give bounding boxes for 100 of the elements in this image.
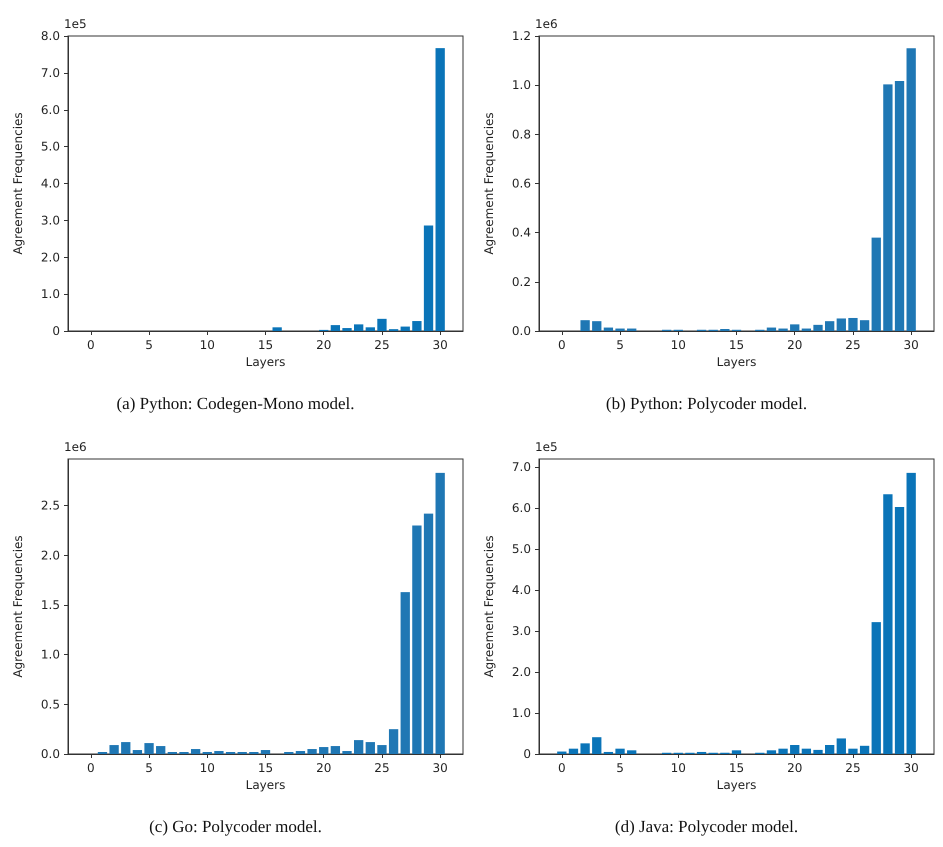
- y-tick-label: 6.0: [512, 501, 531, 516]
- x-tick-label: 0: [87, 338, 95, 352]
- x-axis-title: Layers: [246, 778, 286, 792]
- x-tick-label: 15: [728, 338, 744, 352]
- x-tick-label: 5: [616, 338, 624, 352]
- bar: [860, 320, 870, 331]
- bar: [109, 745, 119, 754]
- x-tick-label: 5: [616, 761, 624, 775]
- x-tick-label: 30: [432, 338, 448, 352]
- bar: [836, 318, 846, 331]
- x-tick-label: 20: [787, 338, 802, 352]
- x-tick-label: 15: [258, 761, 274, 775]
- y-tick-label: 0.8: [512, 127, 531, 142]
- text: 1e5: [64, 17, 87, 31]
- bar: [366, 742, 375, 754]
- x-tick-label: 0: [558, 761, 566, 775]
- bar: [813, 324, 823, 331]
- bar: [883, 84, 893, 331]
- y-tick-label: 2.5: [40, 498, 60, 513]
- x-tick-label: 30: [904, 761, 919, 775]
- y-tick-label: 1.0: [40, 648, 60, 662]
- bar: [121, 742, 130, 754]
- bar: [883, 494, 893, 754]
- bar: [132, 750, 142, 754]
- y-tick-label: 6.0: [40, 102, 60, 117]
- y-tick-label: 3.0: [512, 624, 531, 638]
- bar: [354, 740, 364, 754]
- y-tick-label: 7.0: [512, 460, 531, 474]
- bar: [848, 748, 858, 754]
- bar: [424, 514, 434, 754]
- bar: [894, 506, 904, 754]
- x-tick-label: 25: [845, 761, 861, 775]
- bar: [604, 328, 614, 331]
- text: (c) Go: Polycoder model.: [149, 817, 322, 836]
- y-axis-title: Agreement Frequencies: [482, 535, 496, 678]
- x-axis-title: Layers: [716, 354, 756, 369]
- y-axis-title: Agreement Frequencies: [482, 112, 496, 255]
- text: 1e6: [64, 440, 87, 454]
- text: 1e6: [535, 17, 558, 31]
- bar: [906, 48, 916, 331]
- text: (d) Java: Polycoder model.: [614, 817, 798, 836]
- y-tick-label: 7.0: [40, 66, 60, 80]
- x-tick-label: 25: [845, 338, 861, 352]
- y-tick-label: 1.2: [512, 29, 531, 43]
- y-tick-label: 0: [523, 747, 531, 761]
- y-tick-label: 2.0: [512, 665, 531, 680]
- bar: [778, 748, 788, 754]
- x-tick-label: 20: [787, 761, 802, 775]
- bar: [766, 328, 776, 331]
- bar: [732, 750, 742, 754]
- bar: [790, 744, 800, 754]
- bar: [592, 321, 602, 331]
- bar: [813, 750, 823, 754]
- y-tick-label: 4.0: [512, 583, 531, 598]
- bar: [436, 48, 445, 331]
- text: (b) Python: Polycoder model.: [606, 394, 808, 413]
- bar: [436, 472, 445, 754]
- y-tick-label: 0.0: [512, 324, 531, 338]
- bar: [190, 749, 200, 754]
- x-tick-label: 10: [200, 338, 215, 352]
- bar: [307, 749, 317, 754]
- y-tick-label: 2.0: [40, 250, 60, 264]
- x-tick-label: 30: [432, 761, 448, 775]
- y-tick-label: 1.5: [40, 598, 60, 612]
- bar: [568, 748, 578, 754]
- bar: [296, 751, 306, 754]
- y-tick-label: 0.2: [512, 274, 531, 289]
- bar: [342, 751, 352, 754]
- bar: [330, 746, 340, 754]
- y-tick-label: 1.0: [40, 287, 60, 302]
- bar: [627, 750, 636, 754]
- bar: [802, 748, 812, 754]
- bar: [848, 318, 858, 331]
- bar: [790, 324, 800, 331]
- bar: [424, 226, 434, 331]
- x-tick-label: 10: [200, 761, 215, 775]
- bar: [860, 746, 870, 754]
- bar: [592, 737, 602, 754]
- bar: [260, 750, 270, 754]
- bar: [580, 320, 590, 331]
- y-tick-label: 8.0: [40, 29, 60, 43]
- y-tick-label: 1.0: [512, 706, 531, 720]
- x-tick-label: 15: [728, 761, 744, 775]
- x-tick-label: 30: [904, 338, 919, 352]
- x-tick-label: 25: [374, 761, 390, 775]
- bar: [342, 328, 352, 331]
- x-tick-label: 0: [558, 338, 566, 352]
- bar: [400, 592, 410, 754]
- bar: [872, 238, 881, 331]
- x-tick-label: 20: [316, 761, 332, 775]
- bar: [580, 743, 590, 754]
- bar: [330, 325, 340, 331]
- x-tick-label: 15: [258, 338, 274, 352]
- y-tick-label: 0.4: [512, 226, 531, 240]
- bar: [272, 327, 282, 331]
- x-tick-label: 10: [670, 338, 686, 352]
- bar: [377, 745, 387, 754]
- bar: [906, 472, 916, 754]
- y-tick-label: 1.0: [512, 78, 531, 92]
- text: (a) Python: Codegen-Mono model.: [116, 394, 354, 413]
